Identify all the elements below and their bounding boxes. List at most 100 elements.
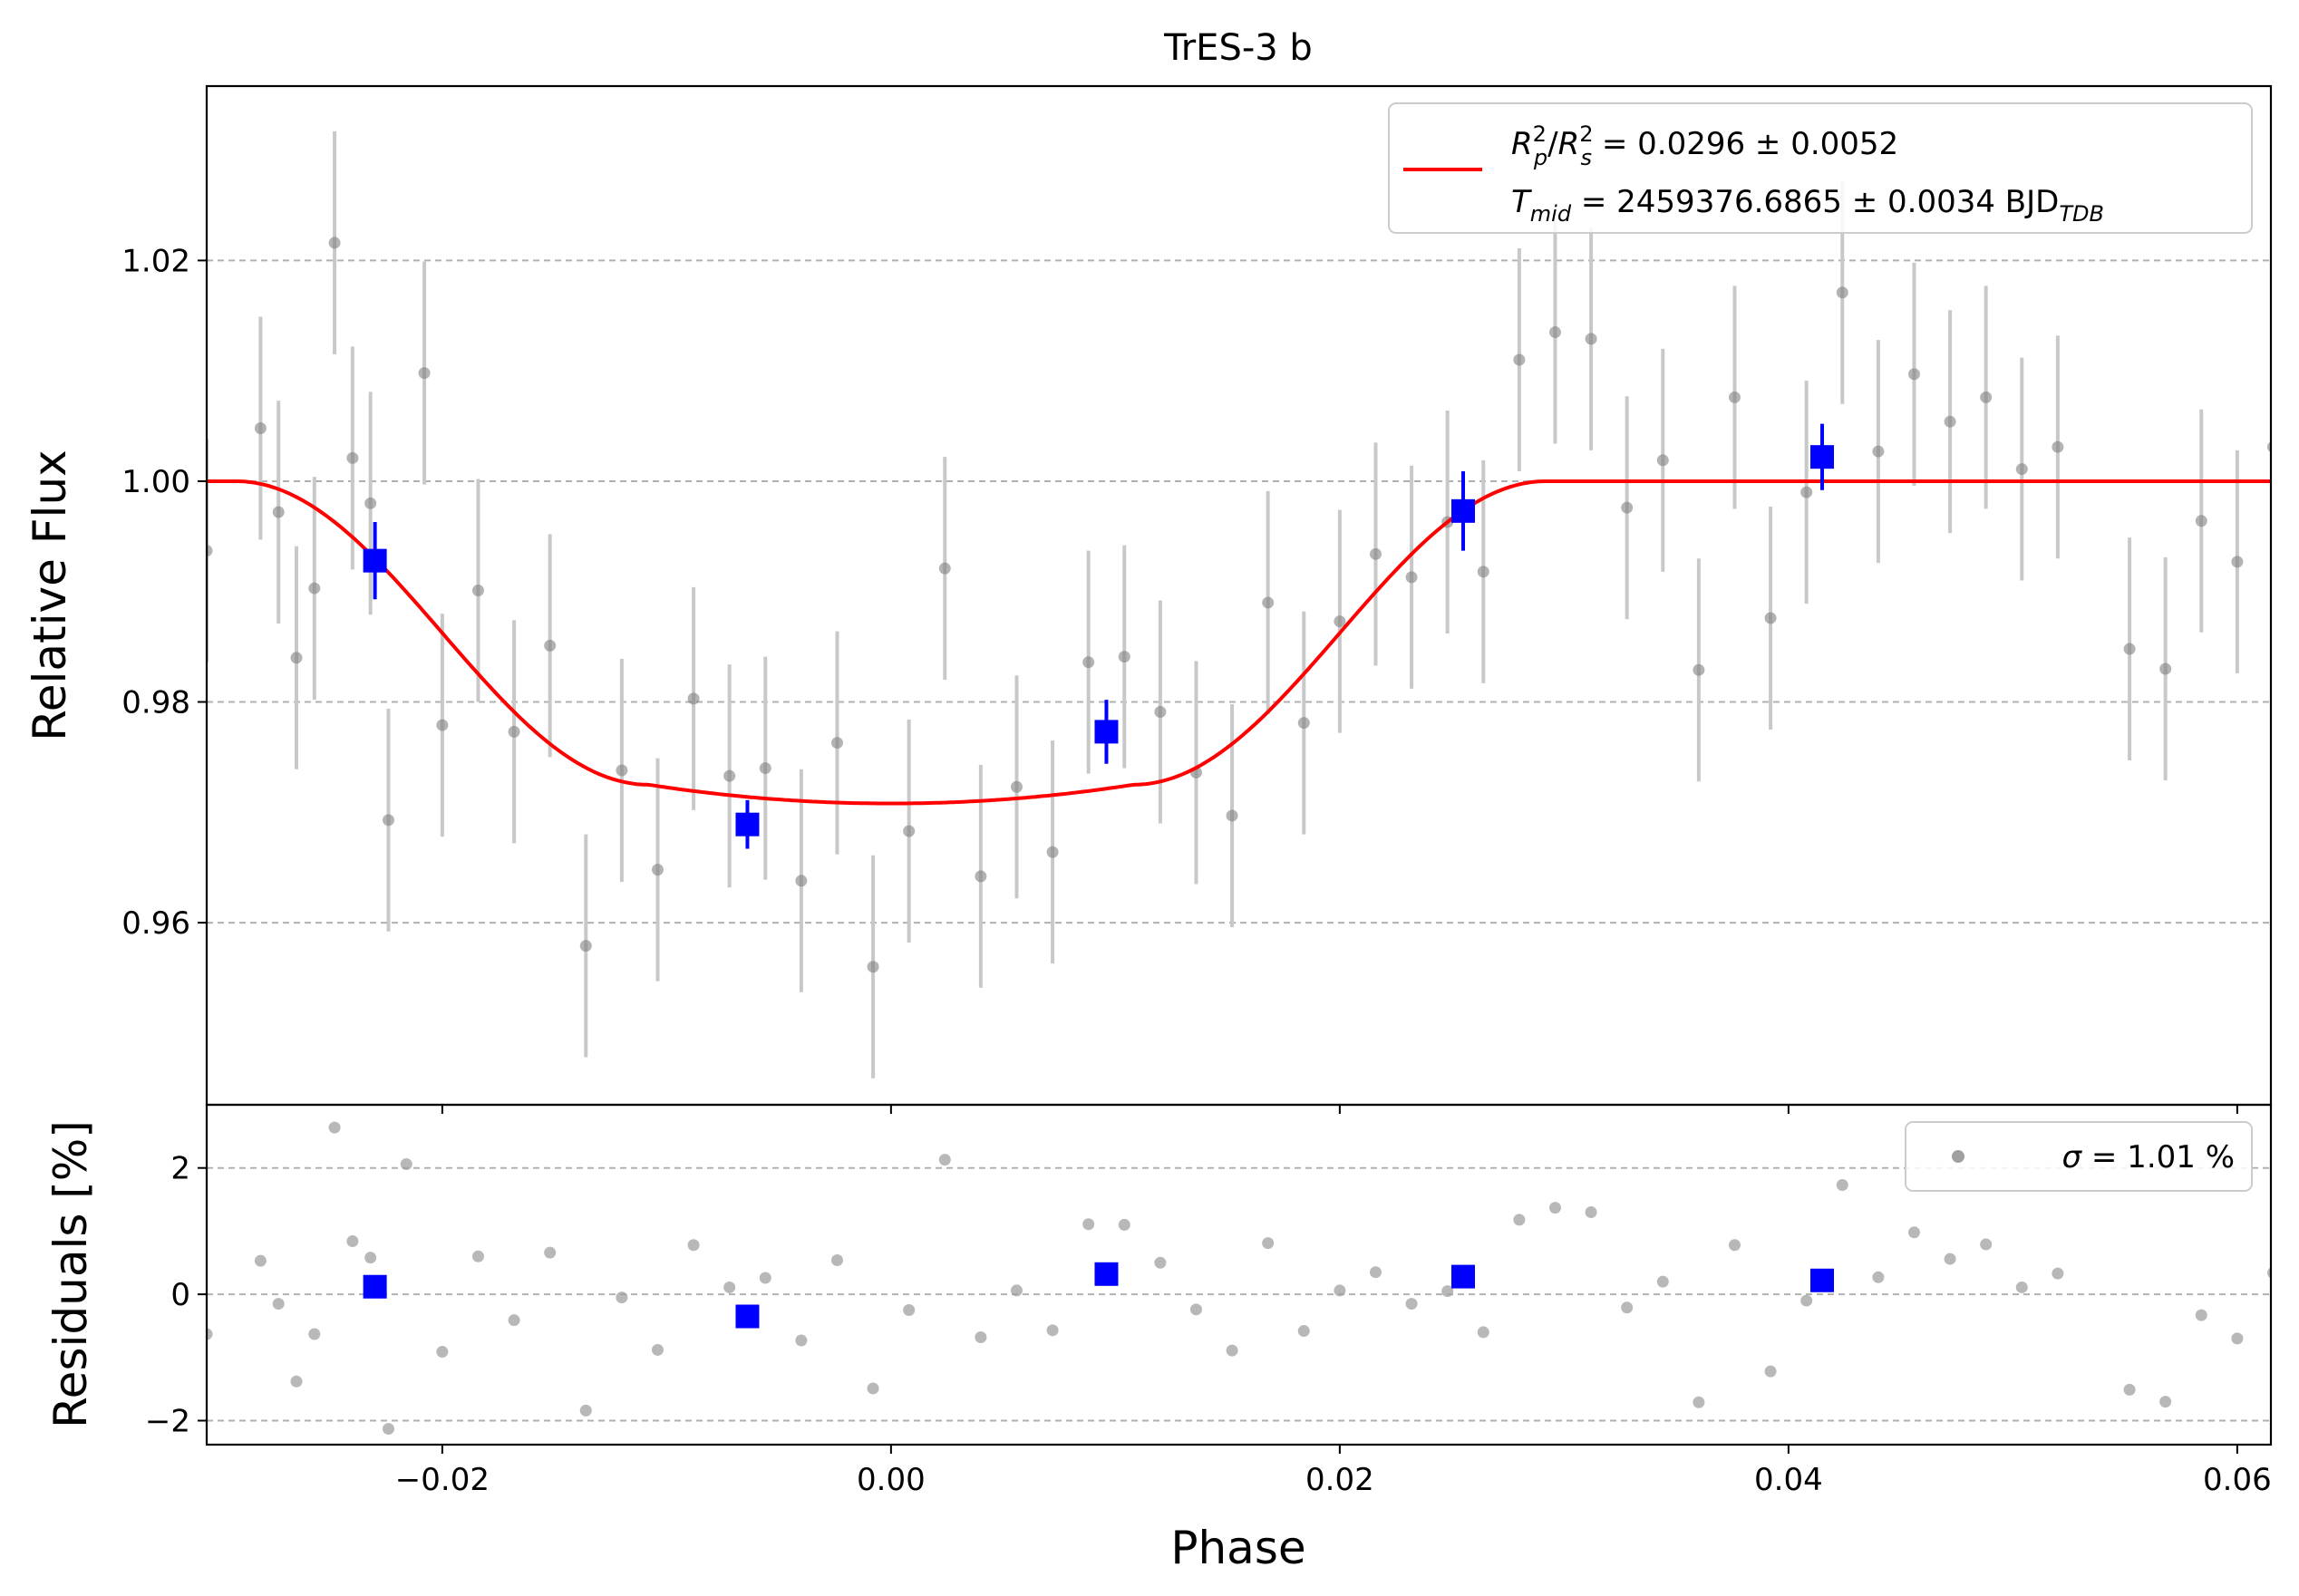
data-point	[579, 940, 592, 953]
y-axis-title-residuals: Residuals [%]	[44, 1120, 97, 1428]
main-legend: R2 p/R2 s = 0.0296 ± 0.0052 Tmid = 2459376…	[1388, 102, 2253, 234]
data-point	[1944, 415, 1956, 428]
data-point	[651, 864, 664, 876]
data-point	[308, 582, 321, 595]
data-point	[1154, 705, 1167, 718]
residual-point	[1585, 1205, 1597, 1218]
residual-point	[795, 1334, 808, 1347]
residual-point	[346, 1235, 359, 1248]
residual-data-points	[207, 1121, 2271, 1436]
residual-point	[1046, 1324, 1059, 1337]
residual-point	[759, 1272, 771, 1284]
main-error-bars	[207, 131, 2239, 1079]
residual-point	[2123, 1383, 2136, 1396]
residual-point	[1118, 1218, 1130, 1231]
legend-sigma: σ = 1.01 %	[2062, 1139, 2235, 1175]
residual-point	[207, 1328, 213, 1340]
data-point	[2195, 515, 2207, 527]
residual-point	[616, 1291, 628, 1304]
residual-legend: σ = 1.01 %	[1905, 1121, 2253, 1192]
residual-point	[1262, 1237, 1275, 1250]
data-point	[903, 825, 916, 837]
residual-point	[436, 1346, 449, 1359]
residual-point	[272, 1298, 285, 1311]
data-point	[1980, 391, 1993, 403]
main-y-tick-label: 0.98	[121, 685, 190, 721]
binned-point	[1810, 445, 1834, 469]
binned-point	[1094, 720, 1119, 744]
data-point	[1513, 353, 1526, 366]
residual-point	[1405, 1298, 1418, 1311]
data-point	[1693, 663, 1705, 676]
residual-binned-point	[1810, 1268, 1834, 1292]
residual-point	[975, 1331, 987, 1344]
residual-point	[1441, 1285, 1454, 1298]
data-point	[975, 870, 987, 883]
residual-point	[1907, 1226, 1920, 1239]
residual-point	[1154, 1256, 1167, 1269]
residual-y-tick-label: 2	[170, 1151, 190, 1187]
data-point	[1118, 651, 1130, 663]
data-point	[2159, 663, 2172, 675]
residual-point	[508, 1314, 520, 1327]
data-point	[1405, 571, 1418, 584]
data-point	[1548, 326, 1561, 339]
data-point	[795, 875, 808, 887]
residual-binned-point	[1094, 1262, 1119, 1286]
residual-point	[651, 1343, 664, 1356]
x-tick-label: 0.02	[1305, 1462, 1374, 1498]
y-axis-title-main: Relative Flux	[24, 450, 76, 740]
residual-point	[1621, 1301, 1634, 1314]
residual-legend-marker	[1952, 1150, 1964, 1163]
residual-legend-box	[1905, 1121, 2253, 1192]
residual-point	[1800, 1294, 1813, 1307]
binned-point	[1451, 498, 1475, 523]
data-point	[1764, 612, 1777, 624]
residual-point	[364, 1252, 377, 1264]
data-point	[254, 422, 267, 435]
residual-binned-points	[363, 1262, 1834, 1329]
main-y-tick-label: 0.96	[121, 905, 190, 942]
residual-point	[1548, 1202, 1561, 1214]
residual-point	[830, 1253, 843, 1266]
residual-point	[2052, 1267, 2064, 1280]
data-point	[938, 562, 951, 575]
data-point	[1872, 445, 1885, 458]
residual-y-axis-ticks: −2 0 2	[145, 1151, 207, 1440]
data-point	[207, 545, 213, 557]
residual-point	[2266, 1267, 2271, 1279]
data-point	[328, 237, 341, 249]
residual-point	[867, 1382, 879, 1395]
data-point	[1477, 566, 1489, 578]
x-tick-label: 0.04	[1754, 1462, 1823, 1498]
data-point	[2015, 463, 2028, 476]
main-gridlines	[207, 259, 2271, 924]
residual-y-tick-label: 0	[170, 1277, 190, 1313]
residual-point	[1082, 1218, 1095, 1231]
data-point	[1800, 486, 1813, 498]
residual-point	[328, 1121, 341, 1134]
binned-point	[363, 548, 387, 573]
residual-point	[2159, 1396, 2172, 1408]
residual-point	[1764, 1365, 1777, 1378]
data-point	[290, 652, 303, 664]
main-y-tick-label: 1.02	[121, 243, 190, 279]
residual-point	[1872, 1271, 1885, 1283]
residual-point	[1944, 1253, 1956, 1265]
data-point	[1585, 333, 1597, 345]
data-point	[346, 451, 359, 464]
transit-model-curve	[207, 479, 2271, 806]
residual-point	[1010, 1284, 1023, 1297]
data-point	[1656, 454, 1669, 467]
main-y-tick-label: 1.00	[121, 464, 190, 500]
residual-point	[903, 1304, 916, 1317]
data-point	[1010, 780, 1023, 793]
residual-point	[254, 1254, 267, 1267]
residual-point	[308, 1328, 321, 1340]
data-point	[1836, 286, 1848, 299]
data-point	[1334, 615, 1346, 628]
data-point	[1262, 596, 1275, 609]
residual-point	[1334, 1284, 1346, 1297]
binned-point	[735, 812, 760, 837]
residual-point	[1836, 1179, 1848, 1192]
